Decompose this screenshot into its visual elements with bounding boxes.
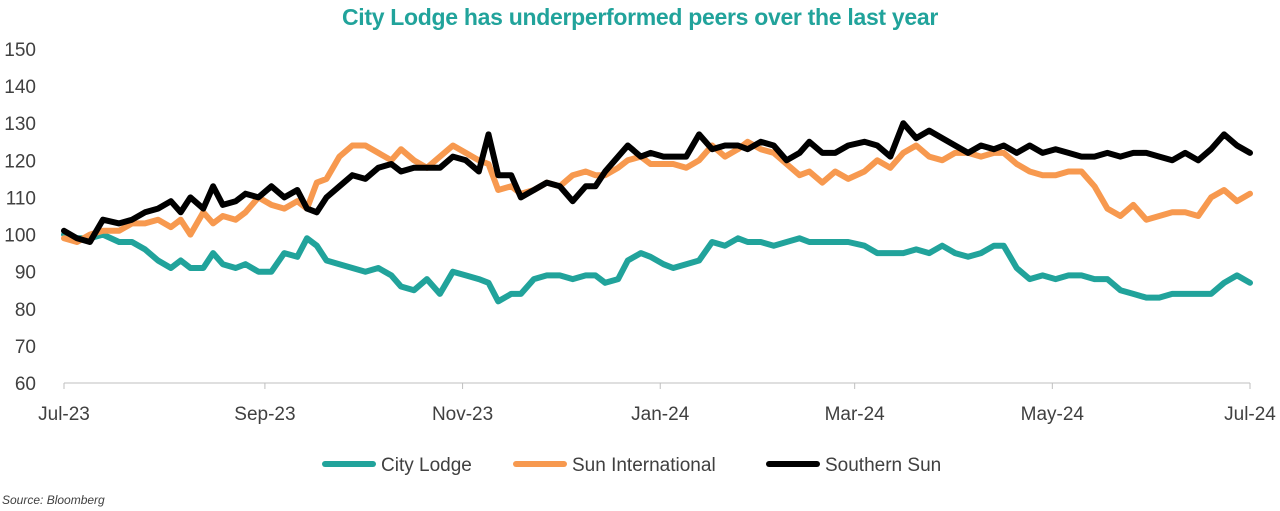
y-tick-label: 70 xyxy=(15,337,36,358)
x-tick-label: Jul-24 xyxy=(1224,404,1276,425)
y-tick-label: 100 xyxy=(4,226,36,247)
y-tick-label: 90 xyxy=(15,263,36,284)
y-tick-label: 110 xyxy=(6,188,36,209)
x-tick-label: Nov-23 xyxy=(432,404,493,425)
y-tick-label: 80 xyxy=(15,300,36,321)
chart-title: City Lodge has underperformed peers over… xyxy=(341,4,939,30)
x-tick-label: Jan-24 xyxy=(631,404,690,425)
x-tick-label: Jul-23 xyxy=(38,404,90,425)
x-tick-label: Mar-24 xyxy=(825,404,886,425)
legend-label-sun-international: Sun International xyxy=(572,455,716,476)
legend-label-city-lodge: City Lodge xyxy=(381,455,472,476)
legend-label-southern-sun: Southern Sun xyxy=(825,455,941,476)
y-tick-label: 140 xyxy=(4,77,36,98)
y-axis: 60 70 80 90 100 110 120 130 140 150 xyxy=(4,40,36,395)
series-line-city-lodge xyxy=(61,231,1253,305)
source-note: Source: Bloomberg xyxy=(2,493,105,507)
legend: City Lodge Sun International Southern Sun xyxy=(322,455,941,476)
series-line-southern-sun xyxy=(61,120,1253,245)
y-tick-label: 130 xyxy=(4,114,36,135)
x-tick-label: May-24 xyxy=(1021,404,1085,425)
x-axis: Jul-23 Sep-23 Nov-23 Jan-24 Mar-24 May-24 Jul-… xyxy=(38,382,1276,425)
x-tick-label: Sep-23 xyxy=(234,404,295,425)
series-lines xyxy=(61,120,1253,305)
y-tick-label: 150 xyxy=(4,40,36,61)
y-tick-label: 120 xyxy=(4,151,36,172)
y-tick-label: 60 xyxy=(15,374,36,395)
